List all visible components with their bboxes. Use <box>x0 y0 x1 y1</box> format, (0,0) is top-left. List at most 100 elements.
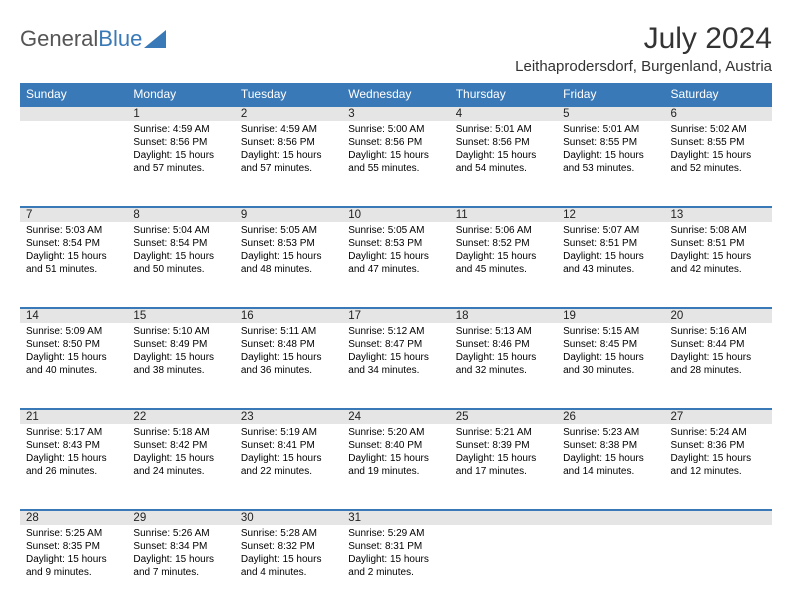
sunset-text: Sunset: 8:53 PM <box>348 237 443 250</box>
sunset-text: Sunset: 8:36 PM <box>671 439 766 452</box>
day-content-cell: Sunrise: 5:10 AMSunset: 8:49 PMDaylight:… <box>127 323 234 409</box>
day-number-cell: 31 <box>342 510 449 525</box>
logo-text-second: Blue <box>98 26 142 52</box>
sunrise-text: Sunrise: 5:05 AM <box>348 224 443 237</box>
sunrise-text: Sunrise: 5:11 AM <box>241 325 336 338</box>
day-number-cell: 25 <box>450 409 557 424</box>
day-number-cell: 14 <box>20 308 127 323</box>
day-content-cell: Sunrise: 5:01 AMSunset: 8:55 PMDaylight:… <box>557 121 664 207</box>
day-number-cell: 5 <box>557 106 664 121</box>
sunset-text: Sunset: 8:31 PM <box>348 540 443 553</box>
sunset-text: Sunset: 8:38 PM <box>563 439 658 452</box>
sunrise-text: Sunrise: 5:20 AM <box>348 426 443 439</box>
daylight-text: Daylight: 15 hours and 38 minutes. <box>133 351 228 377</box>
logo-text-first: General <box>20 26 98 52</box>
daylight-text: Daylight: 15 hours and 22 minutes. <box>241 452 336 478</box>
sunset-text: Sunset: 8:42 PM <box>133 439 228 452</box>
sunset-text: Sunset: 8:56 PM <box>241 136 336 149</box>
header: GeneralBlue July 2024 Leithaprodersdorf,… <box>20 22 772 75</box>
sunset-text: Sunset: 8:56 PM <box>348 136 443 149</box>
day-number-cell: 10 <box>342 207 449 222</box>
weekday-header: Monday <box>127 83 234 106</box>
day-number-cell: 3 <box>342 106 449 121</box>
day-content-cell: Sunrise: 5:25 AMSunset: 8:35 PMDaylight:… <box>20 525 127 611</box>
day-content-cell: Sunrise: 5:24 AMSunset: 8:36 PMDaylight:… <box>665 424 772 510</box>
weekday-header: Tuesday <box>235 83 342 106</box>
weekday-header: Thursday <box>450 83 557 106</box>
day-content-cell: Sunrise: 4:59 AMSunset: 8:56 PMDaylight:… <box>127 121 234 207</box>
sunrise-text: Sunrise: 5:28 AM <box>241 527 336 540</box>
day-content-cell: Sunrise: 5:21 AMSunset: 8:39 PMDaylight:… <box>450 424 557 510</box>
sunrise-text: Sunrise: 5:26 AM <box>133 527 228 540</box>
sunrise-text: Sunrise: 5:07 AM <box>563 224 658 237</box>
sunset-text: Sunset: 8:56 PM <box>456 136 551 149</box>
day-number-cell: 11 <box>450 207 557 222</box>
day-content-cell: Sunrise: 5:26 AMSunset: 8:34 PMDaylight:… <box>127 525 234 611</box>
day-content-cell: Sunrise: 5:15 AMSunset: 8:45 PMDaylight:… <box>557 323 664 409</box>
daylight-text: Daylight: 15 hours and 19 minutes. <box>348 452 443 478</box>
daylight-text: Daylight: 15 hours and 7 minutes. <box>133 553 228 579</box>
daylight-text: Daylight: 15 hours and 14 minutes. <box>563 452 658 478</box>
sunrise-text: Sunrise: 5:02 AM <box>671 123 766 136</box>
sunset-text: Sunset: 8:55 PM <box>671 136 766 149</box>
daylight-text: Daylight: 15 hours and 12 minutes. <box>671 452 766 478</box>
day-number-cell: 13 <box>665 207 772 222</box>
weekday-header: Saturday <box>665 83 772 106</box>
day-content-cell <box>665 525 772 611</box>
sunrise-text: Sunrise: 5:05 AM <box>241 224 336 237</box>
sunset-text: Sunset: 8:47 PM <box>348 338 443 351</box>
sunrise-text: Sunrise: 5:15 AM <box>563 325 658 338</box>
daylight-text: Daylight: 15 hours and 30 minutes. <box>563 351 658 377</box>
month-title: July 2024 <box>515 22 772 56</box>
sunset-text: Sunset: 8:52 PM <box>456 237 551 250</box>
day-number-cell: 19 <box>557 308 664 323</box>
sunset-text: Sunset: 8:40 PM <box>348 439 443 452</box>
sunrise-text: Sunrise: 5:13 AM <box>456 325 551 338</box>
sunrise-text: Sunrise: 5:12 AM <box>348 325 443 338</box>
day-content-row: Sunrise: 5:09 AMSunset: 8:50 PMDaylight:… <box>20 323 772 409</box>
day-number-row: 123456 <box>20 106 772 121</box>
day-number-cell: 15 <box>127 308 234 323</box>
day-number-cell: 20 <box>665 308 772 323</box>
sunrise-text: Sunrise: 5:01 AM <box>456 123 551 136</box>
day-number-cell: 17 <box>342 308 449 323</box>
daylight-text: Daylight: 15 hours and 26 minutes. <box>26 452 121 478</box>
day-number-cell: 6 <box>665 106 772 121</box>
sunrise-text: Sunrise: 5:21 AM <box>456 426 551 439</box>
sunset-text: Sunset: 8:56 PM <box>133 136 228 149</box>
day-content-cell <box>450 525 557 611</box>
day-content-cell: Sunrise: 5:02 AMSunset: 8:55 PMDaylight:… <box>665 121 772 207</box>
calendar-table: SundayMondayTuesdayWednesdayThursdayFrid… <box>20 83 772 611</box>
daylight-text: Daylight: 15 hours and 17 minutes. <box>456 452 551 478</box>
sunrise-text: Sunrise: 5:09 AM <box>26 325 121 338</box>
day-number-cell: 16 <box>235 308 342 323</box>
day-content-row: Sunrise: 5:03 AMSunset: 8:54 PMDaylight:… <box>20 222 772 308</box>
sunset-text: Sunset: 8:51 PM <box>671 237 766 250</box>
daylight-text: Daylight: 15 hours and 2 minutes. <box>348 553 443 579</box>
day-number-cell: 27 <box>665 409 772 424</box>
day-number-cell <box>557 510 664 525</box>
sunset-text: Sunset: 8:51 PM <box>563 237 658 250</box>
sunset-text: Sunset: 8:43 PM <box>26 439 121 452</box>
day-content-row: Sunrise: 5:17 AMSunset: 8:43 PMDaylight:… <box>20 424 772 510</box>
sunrise-text: Sunrise: 5:29 AM <box>348 527 443 540</box>
day-number-cell: 21 <box>20 409 127 424</box>
sunrise-text: Sunrise: 4:59 AM <box>133 123 228 136</box>
day-content-cell: Sunrise: 5:04 AMSunset: 8:54 PMDaylight:… <box>127 222 234 308</box>
day-content-cell: Sunrise: 5:18 AMSunset: 8:42 PMDaylight:… <box>127 424 234 510</box>
day-content-cell: Sunrise: 5:09 AMSunset: 8:50 PMDaylight:… <box>20 323 127 409</box>
sunrise-text: Sunrise: 5:08 AM <box>671 224 766 237</box>
day-content-cell: Sunrise: 5:03 AMSunset: 8:54 PMDaylight:… <box>20 222 127 308</box>
sunset-text: Sunset: 8:35 PM <box>26 540 121 553</box>
day-content-cell: Sunrise: 5:06 AMSunset: 8:52 PMDaylight:… <box>450 222 557 308</box>
day-number-cell: 2 <box>235 106 342 121</box>
daylight-text: Daylight: 15 hours and 34 minutes. <box>348 351 443 377</box>
daylight-text: Daylight: 15 hours and 51 minutes. <box>26 250 121 276</box>
sunrise-text: Sunrise: 5:25 AM <box>26 527 121 540</box>
day-content-cell: Sunrise: 5:20 AMSunset: 8:40 PMDaylight:… <box>342 424 449 510</box>
daylight-text: Daylight: 15 hours and 24 minutes. <box>133 452 228 478</box>
sunset-text: Sunset: 8:54 PM <box>133 237 228 250</box>
day-number-cell: 26 <box>557 409 664 424</box>
daylight-text: Daylight: 15 hours and 40 minutes. <box>26 351 121 377</box>
title-block: July 2024 Leithaprodersdorf, Burgenland,… <box>515 22 772 75</box>
